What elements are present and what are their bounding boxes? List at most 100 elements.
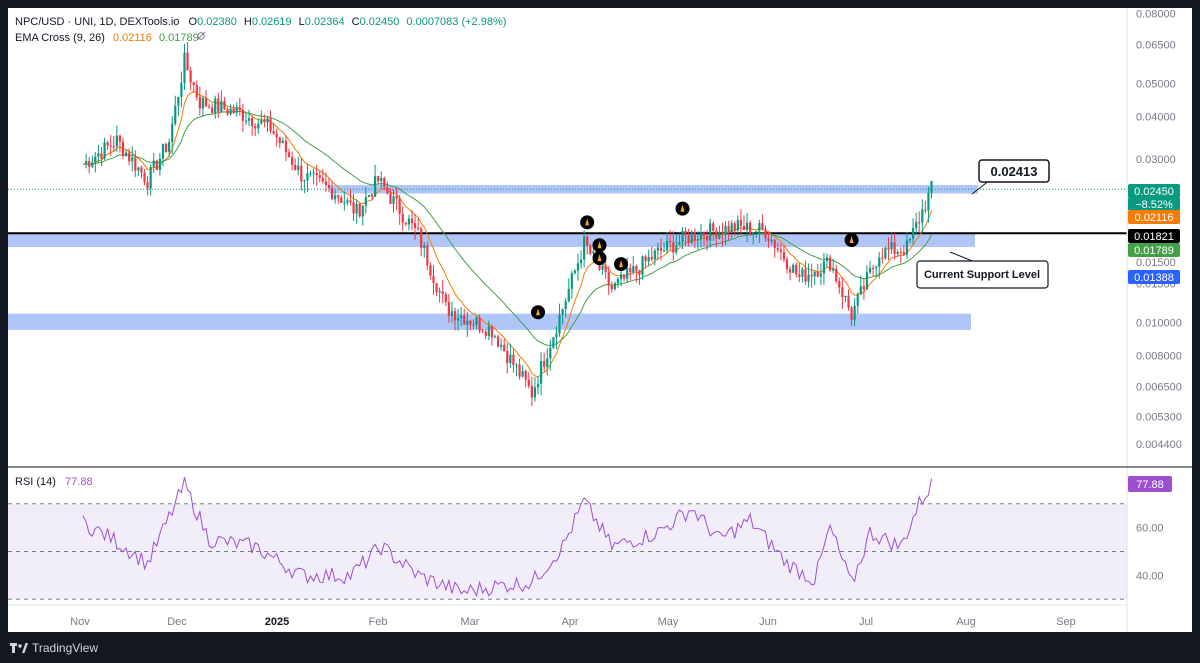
candle[interactable] [217,92,220,119]
rocket-icon[interactable] [580,215,595,230]
candle[interactable] [669,230,672,250]
candle[interactable] [850,305,853,326]
candle[interactable] [463,308,466,326]
candle[interactable] [373,164,377,197]
candle[interactable] [343,191,346,211]
candle[interactable] [146,176,149,196]
candle[interactable] [91,155,94,169]
candle[interactable] [810,263,813,288]
candle[interactable] [533,377,537,402]
candle[interactable] [417,217,420,232]
candle[interactable] [180,71,183,108]
candle[interactable] [241,104,244,132]
candle[interactable] [195,80,198,101]
candle[interactable] [429,262,432,280]
candle[interactable] [211,103,214,114]
candle[interactable] [859,275,862,296]
candle[interactable] [838,277,841,294]
candle[interactable] [721,222,724,247]
candle[interactable] [881,247,884,264]
candle[interactable] [496,334,500,348]
candle[interactable] [567,278,570,303]
candle[interactable] [321,168,324,184]
candle[interactable] [324,172,327,192]
candle[interactable] [915,212,918,236]
candle[interactable] [413,214,417,240]
candle[interactable] [389,187,392,205]
candle[interactable] [761,214,764,231]
candle[interactable] [164,142,168,153]
candle[interactable] [773,239,776,258]
candle[interactable] [367,194,371,198]
eye-off-icon[interactable] [196,31,206,41]
candle[interactable] [435,283,438,297]
candle[interactable] [724,221,727,246]
candle[interactable] [420,226,423,257]
candle[interactable] [558,303,561,337]
candle[interactable] [715,227,718,248]
candle[interactable] [201,96,205,117]
candle[interactable] [844,295,847,303]
candle[interactable] [672,231,675,261]
candle[interactable] [742,215,746,231]
candle[interactable] [878,251,881,279]
candle[interactable] [616,277,620,288]
candle[interactable] [930,180,933,199]
candle[interactable] [349,189,352,206]
candle[interactable] [140,165,143,179]
candle[interactable] [521,365,524,378]
candle[interactable] [155,159,158,171]
tradingview-logo-icon[interactable] [10,642,28,654]
candle[interactable] [749,220,752,237]
candle[interactable] [702,231,706,247]
candle[interactable] [115,125,118,152]
candle[interactable] [675,234,678,255]
candle[interactable] [186,42,189,71]
candles[interactable] [85,42,933,407]
candle[interactable] [539,352,543,395]
candle[interactable] [755,230,758,238]
candle[interactable] [244,112,248,126]
candle[interactable] [257,118,260,135]
candle[interactable] [456,309,460,331]
candle[interactable] [825,253,829,268]
candle[interactable] [404,222,407,226]
candle[interactable] [776,242,779,253]
candle[interactable] [309,170,312,177]
candle[interactable] [352,193,355,222]
candle[interactable] [905,231,909,259]
candle[interactable] [681,226,684,250]
candle[interactable] [207,103,211,109]
candle[interactable] [281,137,284,144]
candle[interactable] [705,230,709,251]
candle[interactable] [337,194,340,204]
candle[interactable] [632,256,635,275]
candle[interactable] [678,233,681,246]
candle[interactable] [493,334,497,339]
candle[interactable] [653,248,656,266]
candle[interactable] [121,137,125,160]
candle[interactable] [364,187,367,214]
candle[interactable] [229,104,232,116]
candle[interactable] [733,221,736,237]
candle[interactable] [512,348,515,373]
candle[interactable] [503,338,506,352]
candle[interactable] [192,81,195,93]
candle[interactable] [868,260,872,274]
candle[interactable] [589,243,592,256]
candle[interactable] [647,249,650,267]
footer-brand[interactable]: TradingView [32,640,99,655]
candle[interactable] [137,166,140,177]
candle[interactable] [183,43,186,90]
candle[interactable] [131,146,134,172]
rocket-icon[interactable] [592,238,607,253]
candle[interactable] [223,96,226,111]
candle[interactable] [97,144,100,163]
candle[interactable] [100,147,103,167]
candle[interactable] [103,137,106,160]
candle[interactable] [570,270,573,299]
candle[interactable] [549,339,552,371]
candle[interactable] [807,263,810,288]
candle[interactable] [795,262,798,278]
